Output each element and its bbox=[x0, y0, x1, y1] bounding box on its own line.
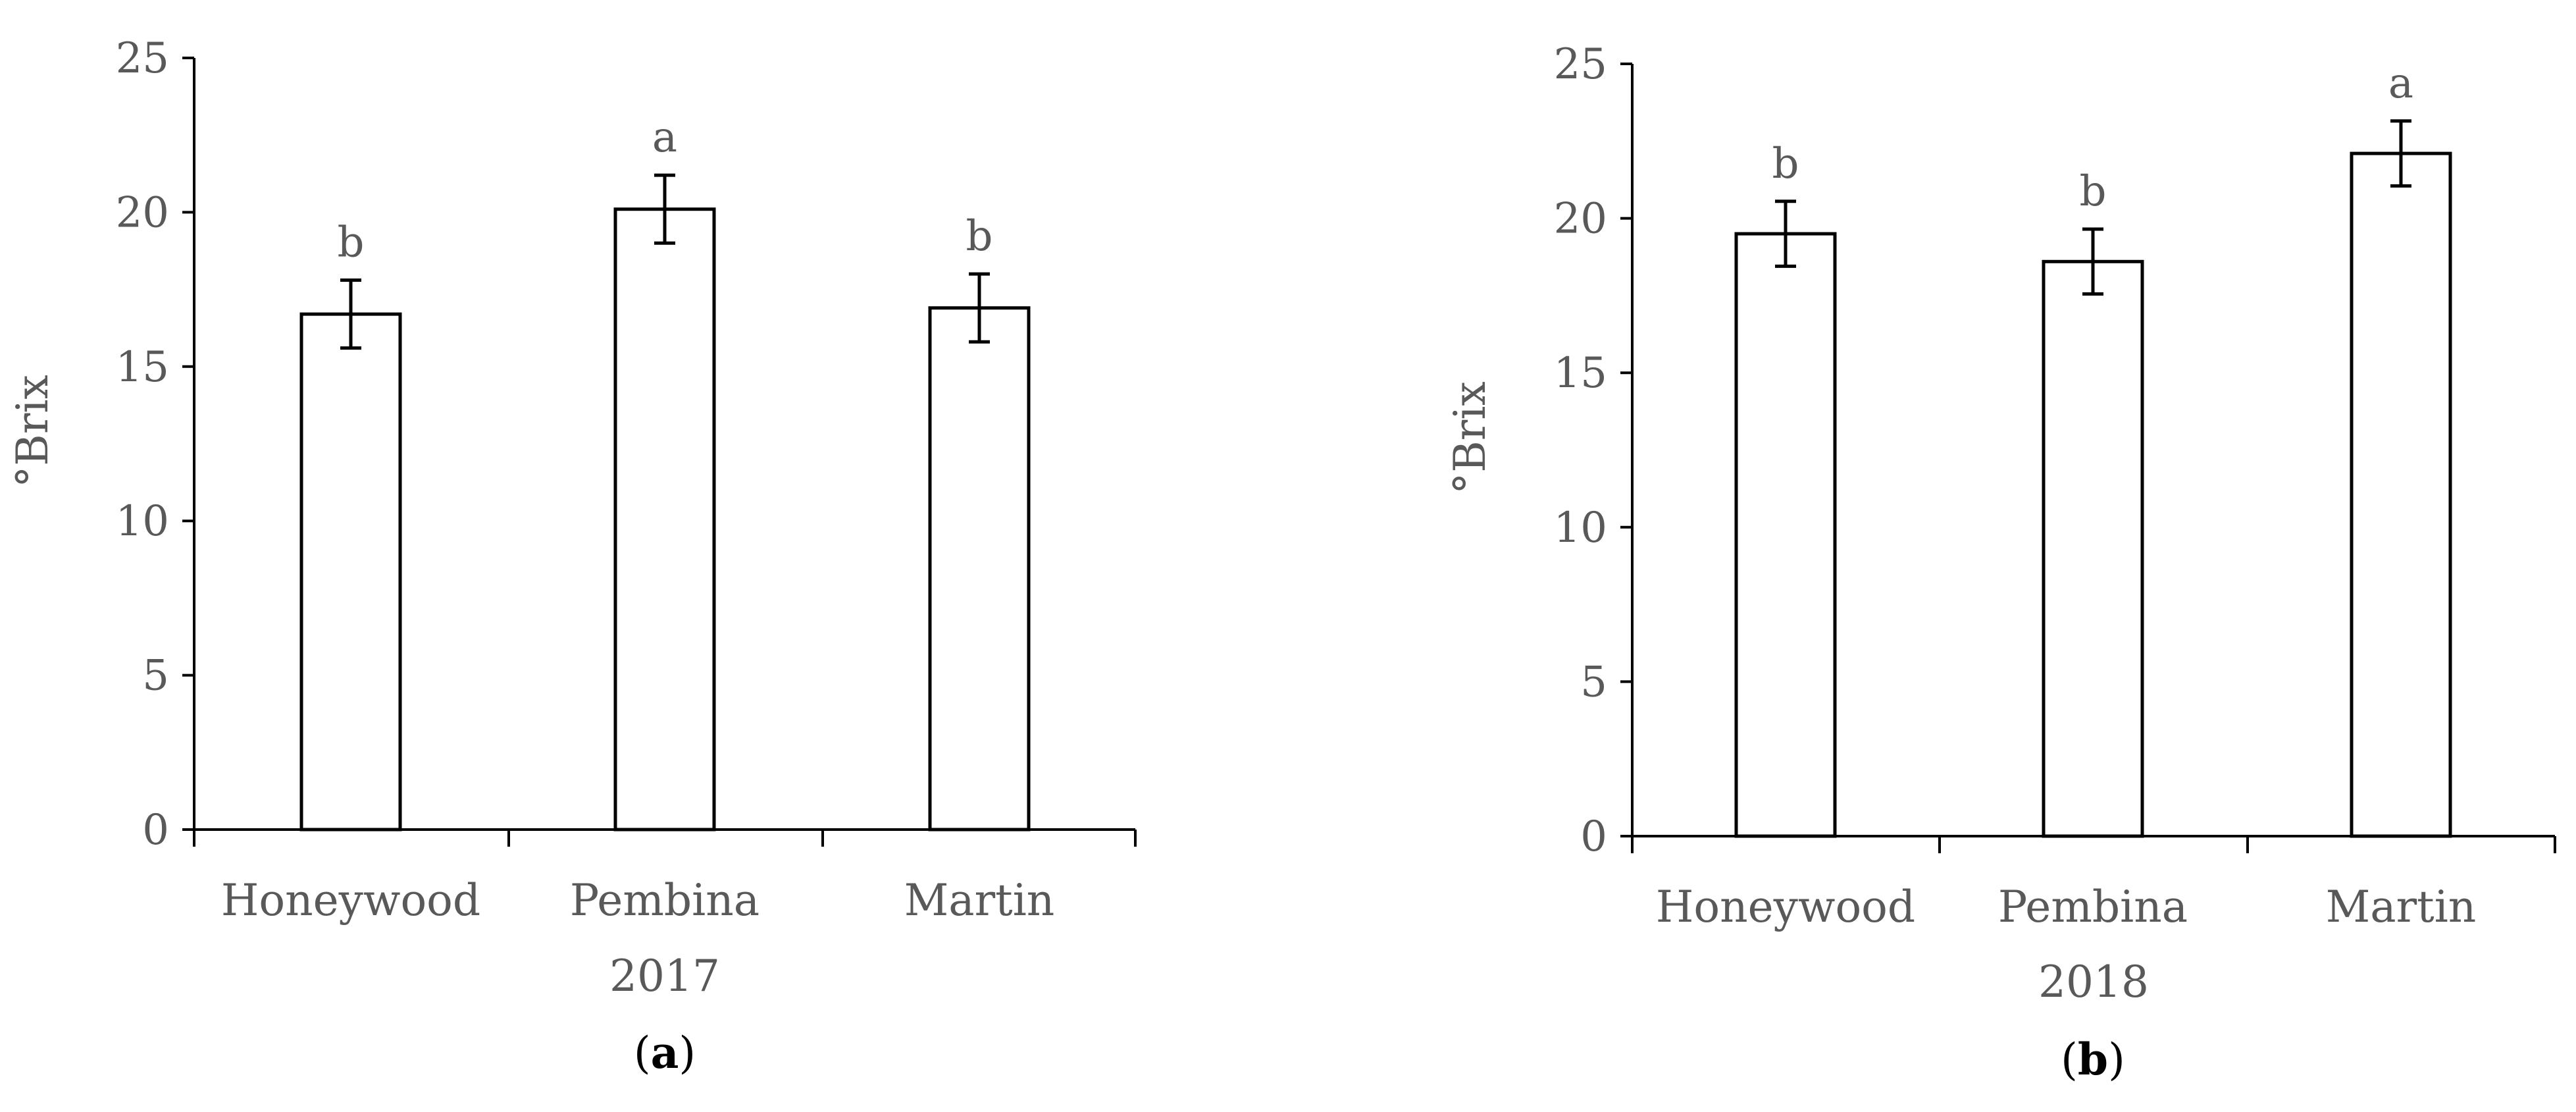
error-bar bbox=[2082, 227, 2103, 296]
bar-martin bbox=[928, 306, 1031, 832]
y-tick-label: 25 bbox=[116, 34, 169, 83]
error-bar bbox=[2390, 119, 2411, 188]
error-bar bbox=[1775, 199, 1796, 268]
y-tick-label: 0 bbox=[142, 806, 169, 855]
y-tick-label: 15 bbox=[116, 343, 169, 392]
panel-label: (b) bbox=[2061, 1034, 2125, 1085]
error-bar bbox=[654, 173, 675, 245]
y-tick-label: 0 bbox=[1580, 812, 1607, 861]
chart-panel-a: 0 5 10 15 20 25 b Honeywood a Pembina b Martin 2017 °… bbox=[7, 34, 1137, 1078]
bar-pembina bbox=[2042, 259, 2144, 838]
x-tick-label: Honeywood bbox=[221, 875, 480, 926]
significance-letter: b bbox=[2080, 167, 2107, 216]
error-bar bbox=[340, 278, 361, 350]
x-tick-label: Pembina bbox=[570, 875, 760, 926]
significance-letter: a bbox=[2388, 59, 2413, 108]
y-tick-label: 20 bbox=[1554, 195, 1607, 244]
bar-honeywood bbox=[299, 312, 402, 832]
y-tick-label: 15 bbox=[1554, 349, 1607, 398]
panel-label: (a) bbox=[634, 1027, 696, 1078]
y-tick-label: 10 bbox=[116, 497, 169, 546]
error-bar bbox=[969, 272, 990, 344]
bar-martin bbox=[2350, 151, 2452, 838]
x-tick-label: Honeywood bbox=[1656, 882, 1915, 932]
bar-honeywood bbox=[1734, 232, 1837, 838]
x-tick-label: Pembina bbox=[1998, 882, 2188, 932]
x-axis-title: 2017 bbox=[609, 951, 720, 1001]
y-axis-title: °Brix bbox=[1445, 381, 1495, 494]
y-tick-label: 5 bbox=[142, 652, 169, 701]
y-axis-title: °Brix bbox=[7, 375, 58, 487]
y-tick-label: 20 bbox=[116, 188, 169, 237]
y-tick-label: 25 bbox=[1554, 40, 1607, 89]
x-tick-label: Martin bbox=[2326, 882, 2477, 932]
significance-letter: b bbox=[966, 212, 993, 261]
significance-letter: a bbox=[652, 113, 677, 162]
significance-letter: b bbox=[1772, 140, 1799, 188]
x-tick-label: Martin bbox=[904, 875, 1055, 926]
significance-letter: b bbox=[338, 219, 365, 267]
chart-panel-b: 0 5 10 15 20 25 b Honeywood b Pembina a Martin 2018 °… bbox=[1445, 40, 2556, 1085]
y-tick-label: 5 bbox=[1580, 658, 1607, 706]
bar-pembina bbox=[613, 207, 716, 832]
x-axis-title: 2018 bbox=[2038, 957, 2149, 1007]
y-tick-label: 10 bbox=[1554, 504, 1607, 552]
